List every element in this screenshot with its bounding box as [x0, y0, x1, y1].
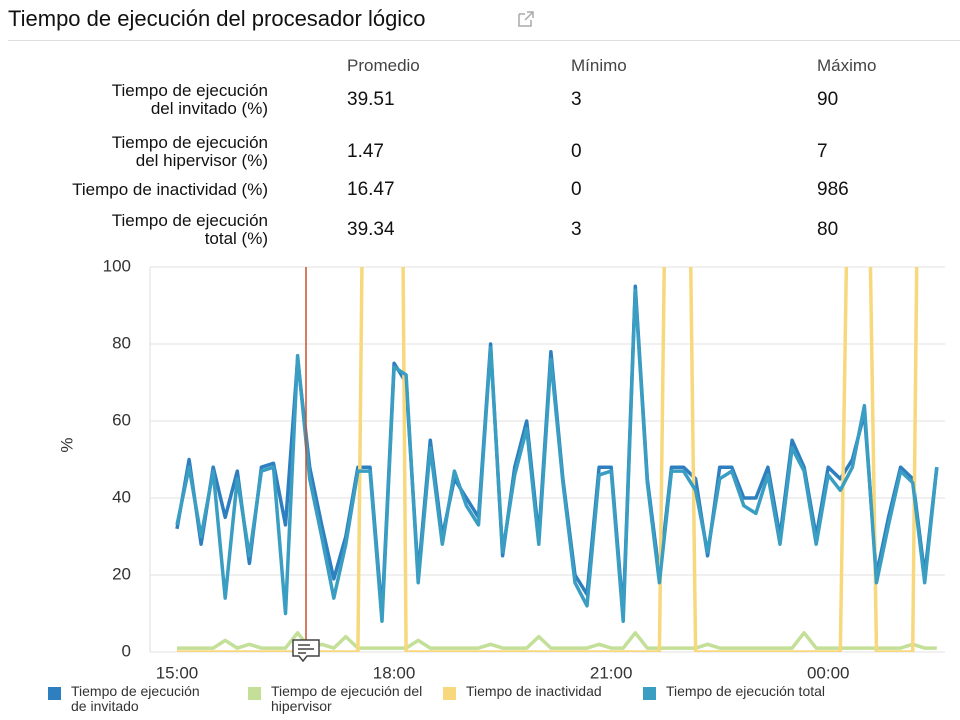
x-tick-label: 21:00 [590, 663, 633, 680]
legend-swatch [48, 687, 61, 700]
legend-label: Tiempo de ejecución total [666, 683, 826, 699]
row-label: Tiempo de inactividad (%) [72, 181, 268, 199]
cell: 3 [571, 219, 582, 240]
column-header: Promedio [347, 56, 420, 75]
y-tick-label: 40 [112, 487, 131, 506]
x-tick-label: 00:00 [807, 663, 850, 680]
row-label: Tiempo de ejecución total (%) [112, 212, 268, 248]
legend-swatch [443, 687, 456, 700]
cell: 16.47 [347, 179, 395, 200]
column-header: Máximo [817, 56, 877, 75]
cell: 39.51 [347, 89, 395, 110]
cell: 3 [571, 89, 582, 110]
legend-entry: Tiempo de inactividad [443, 684, 643, 700]
row-label-line: Tiempo de ejecución [111, 81, 268, 100]
legend-label: Tiempo de ejecución de invitado [71, 683, 200, 714]
legend-entry: Tiempo de ejecución del hipervisor [248, 684, 438, 714]
row-label-line: Tiempo de ejecución [111, 133, 268, 152]
series-line [175, 288, 939, 623]
row-label-line: del invitado (%) [150, 99, 268, 118]
row-label-line: Tiempo de ejecución [111, 211, 268, 230]
y-tick-label: 0 [122, 641, 131, 660]
row-label-line: del hipervisor (%) [135, 151, 268, 170]
cell: 0 [571, 141, 582, 162]
event-icon [292, 639, 320, 663]
row-label: Tiempo de ejecución del hipervisor (%) [112, 134, 268, 170]
external-link-icon[interactable] [516, 9, 536, 29]
y-tick-label: 80 [112, 333, 131, 352]
y-tick-label: 60 [112, 410, 131, 429]
legend-entry: Tiempo de ejecución total [643, 684, 903, 700]
cell: 986 [817, 179, 849, 200]
event-icon-lines [298, 644, 314, 654]
legend: Tiempo de ejecución de invitado Tiempo de… [48, 684, 948, 718]
divider [8, 40, 960, 41]
legend-swatch [248, 687, 261, 700]
series-line [177, 631, 937, 650]
series-line [175, 284, 939, 616]
row-label-line: total (%) [204, 229, 268, 248]
row-label-line: Tiempo de inactividad (%) [72, 180, 268, 199]
y-tick-label: 20 [112, 564, 131, 583]
cell: 39.34 [347, 219, 395, 240]
cell: 80 [817, 219, 839, 240]
legend-entry: Tiempo de ejecución de invitado [48, 684, 218, 714]
legend-label: Tiempo de ejecución del hipervisor [271, 683, 423, 714]
x-tick-label: 15:00 [156, 663, 199, 680]
x-tick-label: 18:00 [373, 663, 416, 680]
column-header: Mínimo [571, 56, 627, 75]
cell: 90 [817, 89, 839, 110]
chart: % 0 20 40 60 80 100 15:00 18:00 21:00 00:00 [57, 256, 945, 680]
event-icon-shape [292, 639, 320, 663]
y-axis-label: % [57, 437, 76, 452]
title: Tiempo de ejecución del procesador lógic… [8, 6, 426, 31]
y-tick-label: 100 [103, 256, 131, 275]
legend-label: Tiempo de inactividad [466, 683, 602, 699]
cell: 7 [817, 141, 828, 162]
cell: 1.47 [347, 141, 384, 162]
cell: 0 [571, 179, 582, 200]
row-label: Tiempo de ejecución del invitado (%) [112, 82, 268, 118]
legend-swatch [643, 687, 656, 700]
